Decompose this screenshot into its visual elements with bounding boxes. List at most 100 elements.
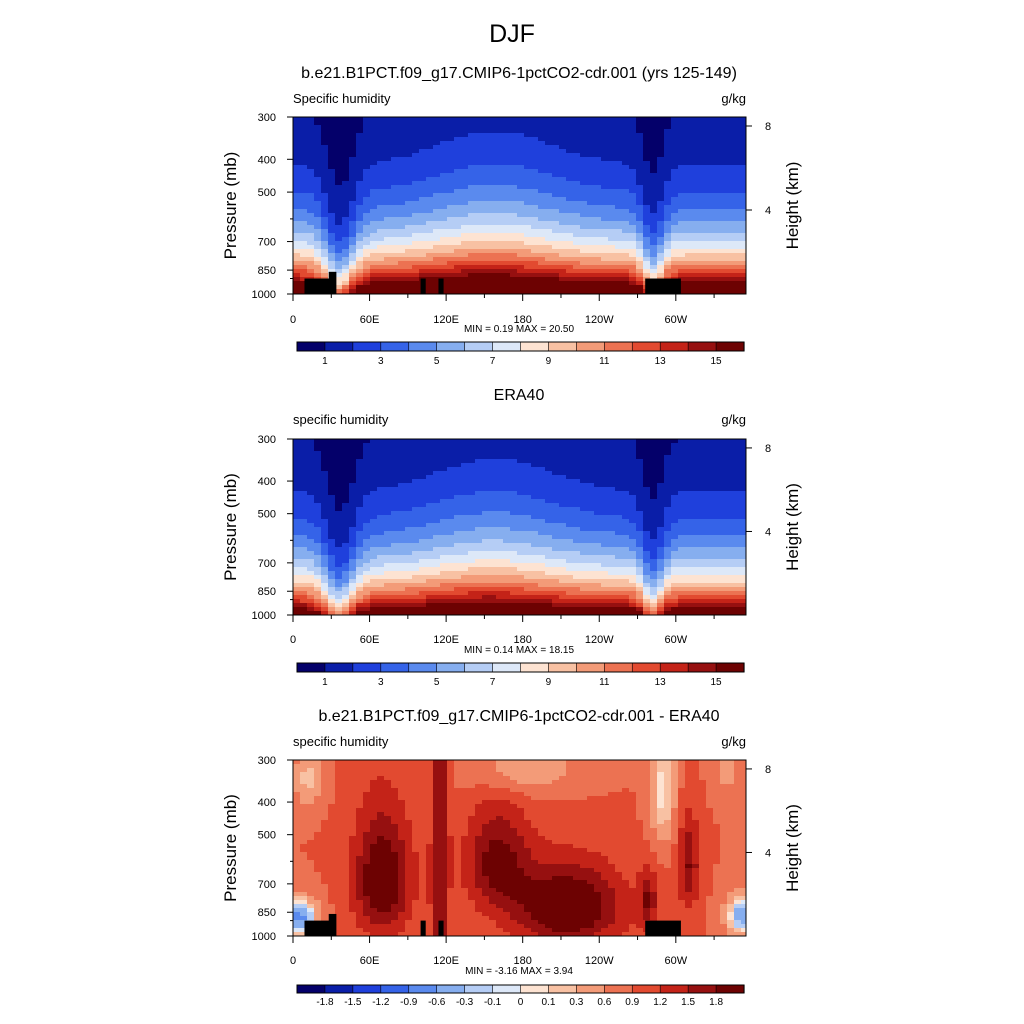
field-cell: [300, 531, 308, 536]
field-cell: [349, 563, 357, 568]
field-cell: [384, 599, 392, 604]
field-cell: [559, 547, 567, 552]
field-cell: [363, 495, 371, 500]
field-cell: [510, 591, 518, 596]
field-cell: [293, 209, 301, 214]
field-cell: [307, 221, 315, 226]
field-cell: [398, 515, 406, 520]
field-cell: [671, 237, 679, 242]
field-cell: [531, 599, 539, 604]
field-cell: [314, 233, 322, 238]
field-cell: [377, 439, 385, 444]
field-cell: [468, 599, 476, 604]
field-cell: [307, 515, 315, 520]
field-cell: [475, 241, 483, 246]
field-cell: [300, 245, 308, 250]
field-cell: [468, 145, 476, 150]
field-cell: [734, 133, 742, 138]
field-cell: [384, 121, 392, 126]
field-cell: [328, 443, 336, 448]
field-cell: [734, 169, 742, 174]
field-cell: [363, 603, 371, 608]
field-cell: [608, 245, 616, 250]
field-cell: [573, 527, 581, 532]
field-cell: [510, 257, 518, 262]
field-cell: [447, 225, 455, 230]
x-tick-label: 120E: [433, 314, 459, 326]
field-cell: [510, 523, 518, 528]
field-cell: [461, 257, 469, 262]
field-cell: [503, 463, 511, 468]
field-cell: [720, 229, 728, 234]
field-cell: [671, 245, 679, 250]
field-cell: [307, 165, 315, 170]
field-cell: [636, 185, 644, 190]
field-cell: [545, 495, 553, 500]
field-cell: [328, 233, 336, 238]
field-cell: [468, 571, 476, 576]
field-cell: [440, 531, 448, 536]
field-cell: [342, 257, 350, 262]
field-cell: [356, 269, 364, 274]
field-cell: [594, 277, 602, 282]
field-cell: [307, 241, 315, 246]
field-cell: [321, 185, 329, 190]
field-cell: [580, 575, 588, 580]
field-cell: [713, 141, 721, 146]
field-cell: [440, 245, 448, 250]
field-cell: [657, 217, 665, 222]
field-cell: [664, 161, 672, 166]
field-cell: [377, 567, 385, 572]
field-cell: [629, 277, 637, 282]
field-cell: [566, 527, 574, 532]
field-cell: [342, 595, 350, 600]
field-cell: [482, 607, 490, 612]
x-tick-label: 0: [290, 314, 296, 326]
field-cell: [699, 261, 707, 266]
field-cell: [454, 483, 462, 488]
field-cell: [510, 153, 518, 158]
field-cell: [454, 221, 462, 226]
field-cell: [741, 229, 747, 234]
field-cell: [433, 555, 441, 560]
field-cell: [307, 117, 315, 122]
field-cell: [699, 149, 707, 154]
field-cell: [293, 455, 301, 460]
field-cell: [503, 181, 511, 186]
field-cell: [573, 535, 581, 540]
field-cell: [643, 273, 651, 278]
field-cell: [314, 575, 322, 580]
field-cell: [587, 153, 595, 158]
field-cell: [510, 547, 518, 552]
field-cell: [475, 455, 483, 460]
field-cell: [699, 233, 707, 238]
field-cell: [720, 129, 728, 134]
field-cell: [489, 185, 497, 190]
field-cell: [587, 265, 595, 270]
field-cell: [342, 443, 350, 448]
field-cell: [398, 181, 406, 186]
field-cell: [475, 121, 483, 126]
field-cell: [657, 213, 665, 218]
field-cell: [419, 249, 427, 254]
field-cell: [405, 519, 413, 524]
field-cell: [342, 555, 350, 560]
field-cell: [307, 217, 315, 222]
field-cell: [475, 181, 483, 186]
field-cell: [356, 129, 364, 134]
field-cell: [468, 575, 476, 580]
field-cell: [426, 153, 434, 158]
field-cell: [363, 205, 371, 210]
field-cell: [531, 583, 539, 588]
field-cell: [545, 607, 553, 612]
field-cell: [377, 241, 385, 246]
field-cell: [517, 591, 525, 596]
field-cell: [482, 551, 490, 556]
field-cell: [314, 261, 322, 266]
field-cell: [573, 563, 581, 568]
field-cell: [440, 257, 448, 262]
field-cell: [692, 121, 700, 126]
field-cell: [538, 467, 546, 472]
field-cell: [447, 257, 455, 262]
field-cell: [475, 189, 483, 194]
